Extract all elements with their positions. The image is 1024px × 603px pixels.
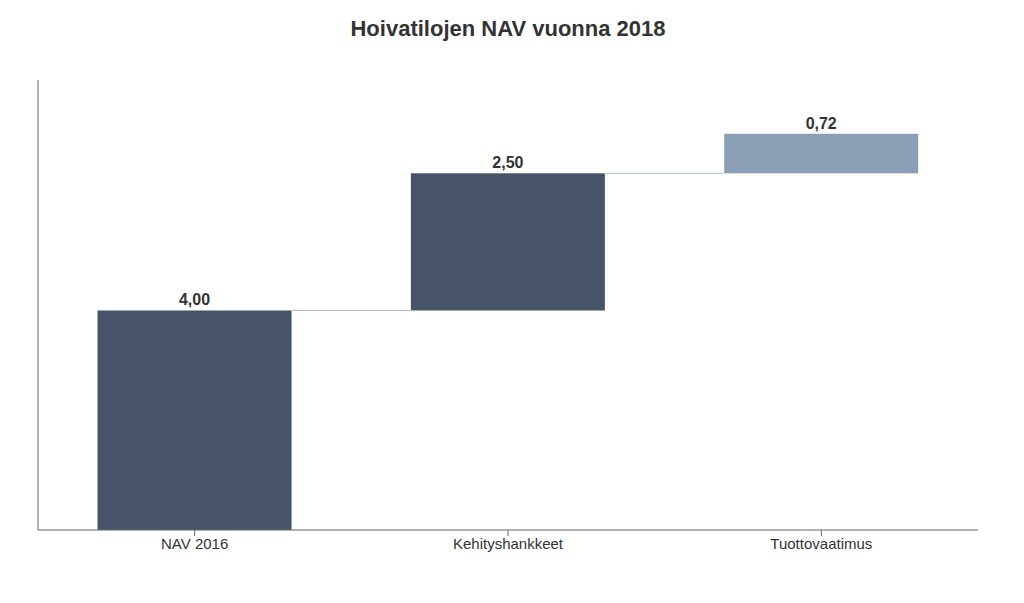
svg-text:Kehityshankkeet: Kehityshankkeet xyxy=(453,535,564,552)
svg-text:4,00: 4,00 xyxy=(179,291,210,308)
html-text:Hoivatilojen NAV vuonna 2018: Hoivatilojen NAV vuonna 2018 xyxy=(350,16,666,41)
svg-text:2,50: 2,50 xyxy=(492,154,523,171)
svg-text:0,72: 0,72 xyxy=(806,115,837,132)
svg-text:NAV 2016: NAV 2016 xyxy=(161,535,228,552)
svg-text:Tuottovaatimus: Tuottovaatimus xyxy=(770,535,872,552)
